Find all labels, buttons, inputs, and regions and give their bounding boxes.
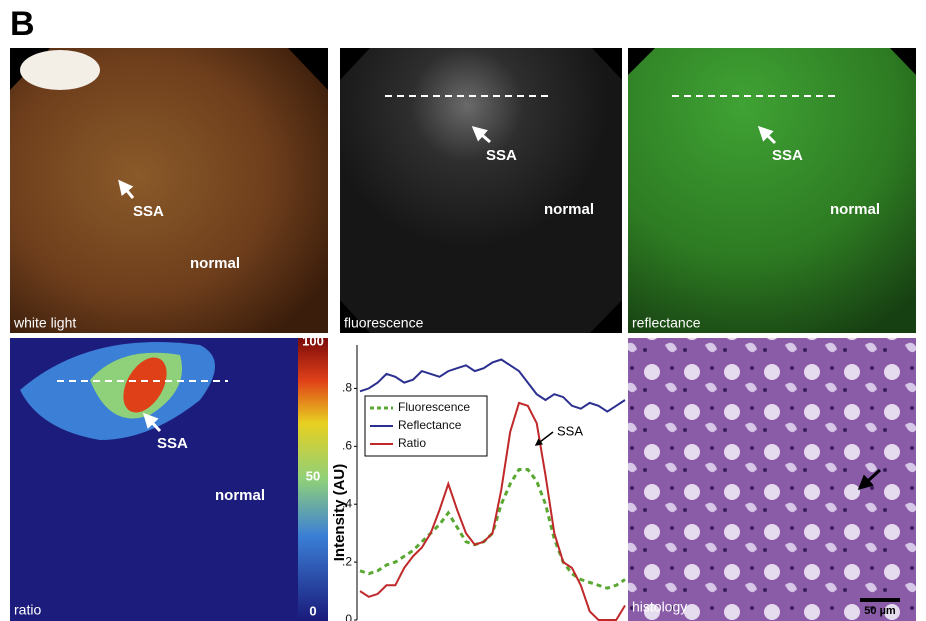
panel-caption: histology — [632, 599, 687, 615]
annotation: SSA — [133, 203, 164, 220]
figure-label: B — [10, 5, 35, 43]
glare — [20, 50, 100, 90]
annotation: SSA — [772, 147, 803, 164]
chart-annotation: SSA — [557, 423, 583, 438]
annotation: normal — [830, 201, 880, 218]
annotation: normal — [215, 487, 265, 504]
legend-label: Fluorescence — [398, 400, 470, 414]
y-tick-label: .8 — [342, 381, 352, 395]
annotation: SSA — [486, 147, 517, 164]
legend-label: Ratio — [398, 436, 426, 450]
y-tick-label: .6 — [342, 438, 352, 452]
panel-caption: fluorescence — [344, 315, 424, 331]
fluorescence-image — [340, 48, 622, 333]
scale-bar-label: 50 µm — [864, 605, 896, 617]
annotation: SSA — [157, 435, 188, 452]
panel-caption: reflectance — [632, 315, 701, 331]
panel-caption: ratio — [14, 602, 41, 618]
y-tick-label: 0 — [345, 612, 352, 621]
colorbar-tick-label: 50 — [306, 468, 320, 483]
annotation: normal — [190, 255, 240, 272]
panel-caption: white light — [13, 315, 76, 331]
legend-label: Reflectance — [398, 418, 462, 432]
reflectance-image — [628, 48, 916, 333]
colorbar-tick-label: 0 — [309, 603, 316, 618]
y-axis-label: Intensity (AU) — [331, 464, 348, 562]
white-light-image — [10, 48, 328, 333]
annotation: normal — [544, 201, 594, 218]
colorbar-tick-label: 100 — [302, 333, 324, 348]
histology-image — [628, 338, 916, 621]
figure: B 50 µm white light SSA normal fluorescence… — [0, 0, 926, 621]
